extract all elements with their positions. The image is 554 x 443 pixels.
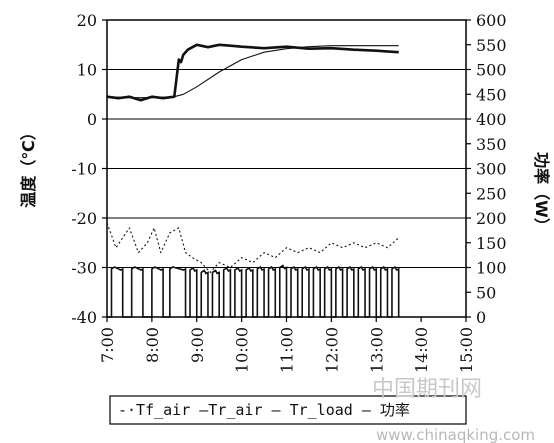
right-tick-label: 300: [476, 160, 507, 179]
left-axis-ticks: 20 10 0 -10 -20 -30 -40: [71, 11, 107, 327]
left-tick-label: -40: [71, 308, 97, 327]
right-tick-label: 150: [476, 234, 507, 253]
right-tick-label: 600: [476, 11, 507, 30]
legend: -·Tf_air —Tr_air — Tr_load — 功率: [109, 395, 467, 425]
x-axis-ticks: 7:00 8:00 9:00 10:00 11:00 12:00 13:00 14:00 15:…: [98, 317, 476, 373]
x-tick-label: 14:00: [412, 327, 431, 373]
right-tick-label: 200: [476, 209, 507, 228]
legend-box: [109, 395, 467, 425]
series-power-line: [107, 264, 400, 318]
x-tick-label: 15:00: [457, 327, 476, 373]
x-tick-label: 12:00: [322, 327, 341, 373]
series-tr-air-line: [106, 43, 399, 102]
right-tick-label: 50: [476, 283, 496, 302]
left-tick-label: -10: [71, 160, 97, 179]
right-tick-label: 0: [476, 308, 486, 327]
right-tick-label: 100: [476, 259, 507, 278]
x-tick-label: 11:00: [278, 327, 297, 373]
left-tick-label: 20: [77, 11, 97, 30]
series-tr-load-line: [106, 45, 399, 99]
right-tick-label: 450: [476, 85, 507, 104]
x-tick-label: 13:00: [367, 327, 386, 373]
left-tick-label: -30: [71, 259, 97, 278]
left-axis-label: 温度（℃）: [19, 124, 38, 208]
series-group: [106, 43, 400, 318]
right-axis-label: 功率（W）: [532, 152, 551, 234]
series-tf-air-line: [106, 222, 400, 273]
left-tick-label: -20: [71, 209, 97, 228]
right-tick-label: 400: [476, 110, 507, 129]
right-tick-label: 550: [476, 36, 507, 55]
x-tick-label: 7:00: [98, 327, 117, 363]
x-tick-label: 10:00: [233, 327, 252, 373]
right-tick-label: 500: [476, 61, 507, 80]
watermark-cn: 中国期刊网: [372, 377, 482, 402]
right-tick-label: 250: [476, 184, 507, 203]
legend-text: -·Tf_air —Tr_air — Tr_load — 功率: [118, 401, 410, 419]
left-tick-label: 10: [77, 61, 97, 80]
watermark-url: www.chinaqking.com: [376, 426, 535, 443]
x-tick-label: 8:00: [143, 327, 162, 363]
x-tick-label: 9:00: [188, 327, 207, 363]
left-tick-label: 0: [87, 110, 97, 129]
right-tick-label: 350: [476, 135, 507, 154]
